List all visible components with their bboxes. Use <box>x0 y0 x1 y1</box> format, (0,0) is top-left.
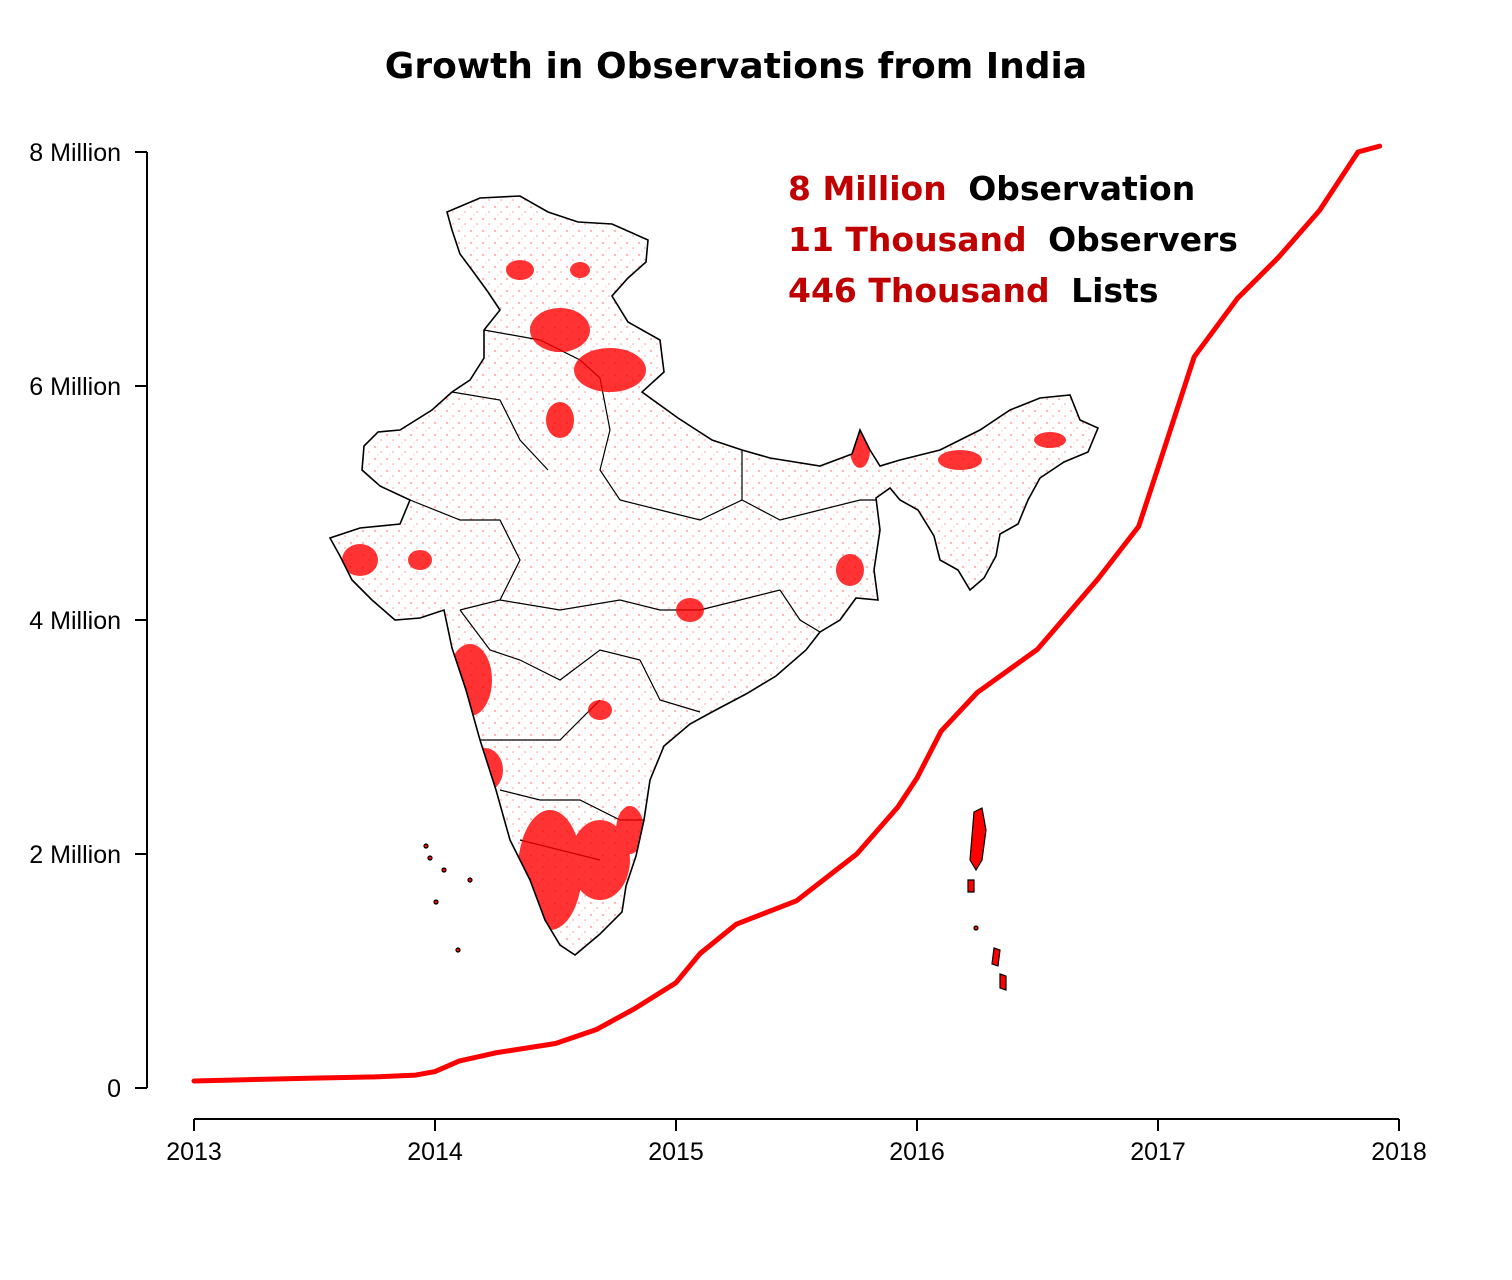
stat-value-observations: 8 Million <box>788 169 947 208</box>
stats-annotations: 8 Million Observation 11 Thousand Observ… <box>788 169 1238 310</box>
x-tick-label: 2013 <box>166 1138 222 1166</box>
y-tick-label: 4 Million <box>29 607 121 635</box>
x-tick-label: 2018 <box>1371 1138 1427 1166</box>
series-line <box>191 143 1383 1084</box>
y-tick-label: 6 Million <box>29 373 121 401</box>
x-tick-label: 2014 <box>407 1138 463 1166</box>
x-tick-label: 2016 <box>889 1138 945 1166</box>
series-group <box>191 143 1383 1084</box>
stat-label-lists: Lists <box>1071 271 1158 310</box>
stat-line-2: 446 Thousand Lists <box>788 271 1158 310</box>
india-map-icon <box>329 195 1099 991</box>
stat-value-observers: 11 Thousand <box>788 220 1027 259</box>
x-tick-label: 2015 <box>648 1138 704 1166</box>
y-tick-label: 2 Million <box>29 841 121 869</box>
x-tick-label: 2017 <box>1130 1138 1186 1166</box>
x-ticks: 2013 2014 2015 2016 2017 2018 <box>166 1119 1427 1166</box>
y-tick-label: 8 Million <box>29 139 121 167</box>
chart-title: Growth in Observations from India <box>385 46 1087 87</box>
stat-line-1: 11 Thousand Observers <box>788 220 1238 259</box>
stat-label-observers: Observers <box>1048 220 1238 259</box>
stat-line-0: 8 Million Observation <box>788 169 1195 208</box>
stat-label-observations: Observation <box>968 169 1195 208</box>
y-ticks: 0 2 Million 4 Million 6 Million 8 Million <box>29 139 147 1103</box>
y-tick-label: 0 <box>107 1075 121 1103</box>
stat-value-lists: 446 Thousand <box>788 271 1050 310</box>
